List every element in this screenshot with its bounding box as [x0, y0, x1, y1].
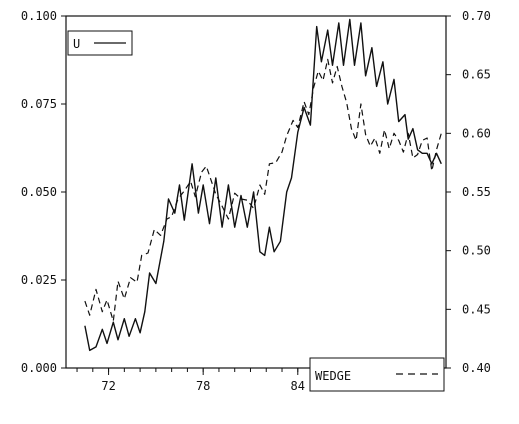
bottom-tick-label-2: 84 [291, 379, 305, 393]
series-wedge [84, 58, 442, 322]
legend-wedge: WEDGE [309, 357, 445, 392]
plot-frame [65, 15, 447, 369]
right-tick-label-5: 0.65 [462, 68, 491, 82]
bottom-tick-label-1: 78 [196, 379, 210, 393]
left-tick-label-1: 0.025 [21, 273, 57, 287]
bottom-tick-label-0: 72 [101, 379, 115, 393]
series-line-wedge [84, 58, 442, 322]
legend-u: U [67, 30, 133, 56]
right-tick-label-2: 0.50 [462, 244, 491, 258]
left-tick-label-0: 0.000 [21, 361, 57, 375]
right-tick-label-1: 0.45 [462, 302, 491, 316]
right-tick-label-3: 0.55 [462, 185, 491, 199]
left-tick-label-2: 0.050 [21, 185, 57, 199]
left-tick-label-4: 0.100 [21, 9, 57, 23]
legend-u-label: U [73, 37, 80, 51]
right-tick-label-0: 0.40 [462, 361, 491, 375]
series-line-u [84, 18, 442, 352]
series-u [84, 18, 442, 352]
right-tick-label-4: 0.60 [462, 126, 491, 140]
right-tick-label-6: 0.70 [462, 9, 491, 23]
right-axis: 0.40 0.45 0.50 0.55 0.60 0.65 0.70 [446, 9, 491, 375]
left-axis: 0.000 0.025 0.050 0.075 0.100 [21, 9, 66, 375]
legend-wedge-label: WEDGE [315, 369, 351, 383]
left-tick-label-3: 0.075 [21, 97, 57, 111]
